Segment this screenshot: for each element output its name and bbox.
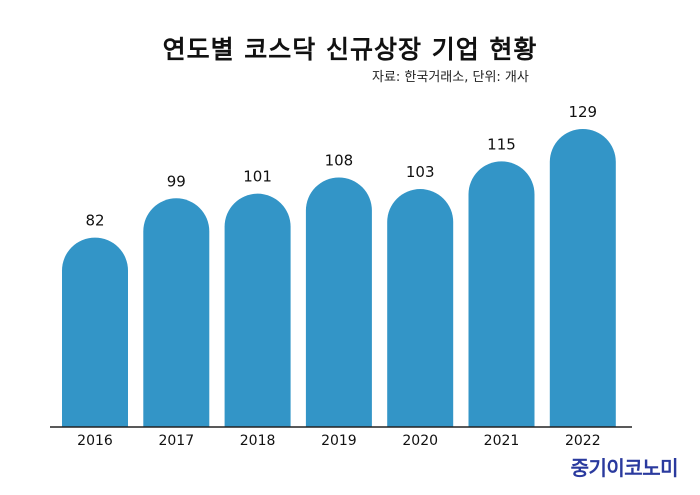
- value-label-2019: 108: [325, 152, 354, 170]
- bar-2017: [143, 198, 210, 427]
- x-tick-label-2018: 2018: [240, 433, 276, 449]
- value-label-2020: 103: [406, 163, 435, 181]
- x-tick-label-2017: 2017: [158, 433, 194, 449]
- value-label-2017: 99: [167, 172, 186, 190]
- chart-title: 연도별 코스닥 신규상장 기업 현황: [162, 35, 538, 64]
- chart-source-note: 자료: 한국거래소, 단위: 개사: [372, 70, 529, 85]
- bar-2019: [305, 177, 372, 427]
- value-label-2022: 129: [568, 103, 597, 121]
- bar-2020: [387, 189, 454, 427]
- x-tick-labels: 2016 2017 2018 2019 2020 2021 2022: [77, 433, 600, 449]
- value-label-2021: 115: [487, 135, 516, 153]
- bar-2021: [468, 161, 535, 427]
- bar-2022: [549, 129, 616, 427]
- bar-series: [62, 129, 616, 427]
- x-tick-label-2019: 2019: [321, 433, 357, 449]
- bar-2018: [224, 193, 291, 427]
- bar-2016: [62, 237, 128, 427]
- x-tick-label-2022: 2022: [565, 433, 601, 449]
- x-tick-label-2020: 2020: [402, 433, 438, 449]
- value-label-2016: 82: [85, 212, 104, 230]
- x-tick-label-2016: 2016: [77, 433, 113, 449]
- value-label-2018: 101: [243, 168, 272, 186]
- x-tick-label-2021: 2021: [484, 433, 520, 449]
- value-labels: 82 99 101 108 103 115 129: [85, 103, 597, 230]
- publisher-logo: 중기이코노미: [570, 456, 679, 480]
